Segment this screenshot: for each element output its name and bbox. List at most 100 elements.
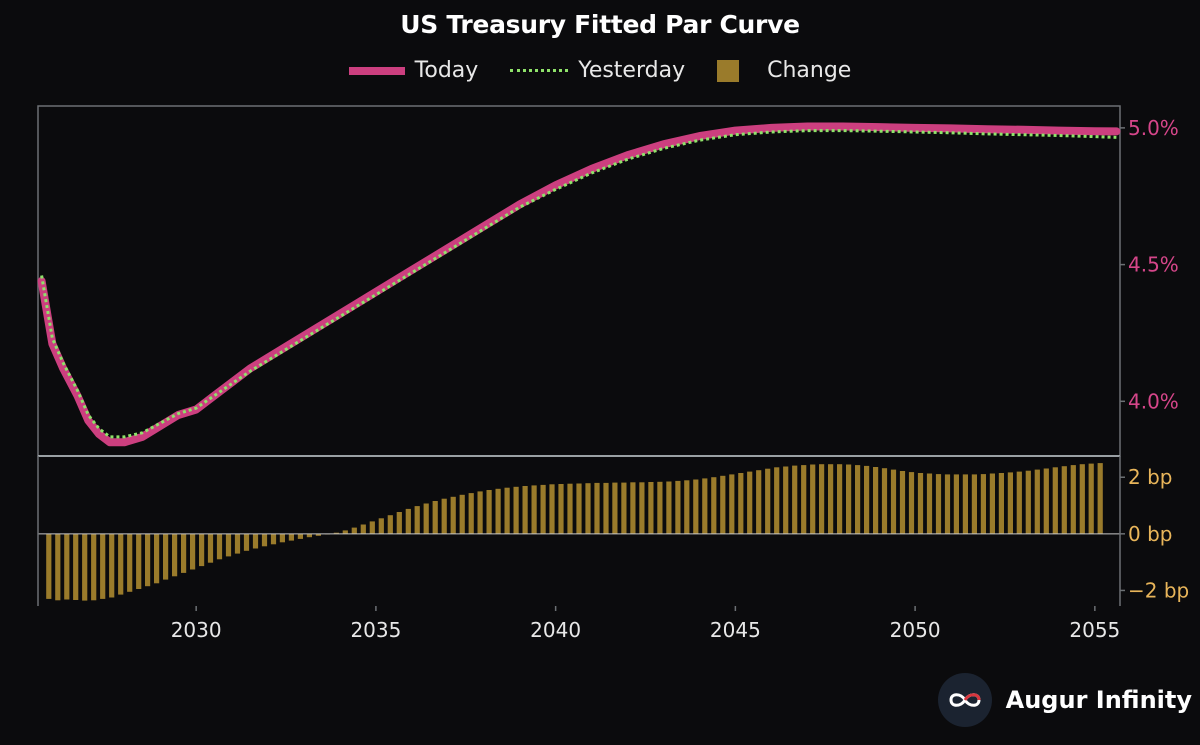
change-bar [603, 482, 609, 534]
change-bar [279, 533, 285, 543]
legend-swatch-change [717, 59, 740, 82]
change-bar [351, 527, 357, 534]
change-bar [199, 533, 205, 567]
x-tick-label: 2045 [710, 618, 761, 642]
change-bar [172, 533, 178, 577]
x-tick-label: 2030 [171, 618, 222, 642]
change-bar [908, 472, 915, 534]
change-bar [873, 467, 879, 534]
change-bar [953, 474, 959, 534]
change-bar [558, 484, 564, 534]
change-bar [926, 473, 933, 534]
change-bar [225, 533, 232, 557]
change-bar [1097, 463, 1103, 534]
bp-tick-label: 0 bp [1128, 522, 1172, 546]
change-bar [55, 533, 61, 601]
change-bar [118, 533, 124, 595]
change-bar [154, 533, 160, 584]
change-bar [657, 481, 663, 534]
legend-item-change[interactable]: Change [717, 58, 851, 83]
change-bar [207, 533, 214, 563]
change-bar [145, 533, 151, 587]
series-line-yesterday [40, 129, 1117, 439]
change-bar [73, 533, 79, 600]
change-bar [980, 474, 986, 534]
change-bar [962, 474, 968, 534]
change-bar [216, 533, 223, 560]
change-bar [783, 466, 789, 534]
chart-title: US Treasury Fitted Par Curve [400, 10, 800, 39]
change-bar [881, 468, 888, 534]
change-bar [855, 465, 861, 534]
change-bar [738, 473, 744, 534]
change-bar [998, 473, 1004, 534]
brand-name: Augur Infinity [1005, 686, 1192, 714]
change-bar [944, 474, 951, 534]
legend-label-today: Today [414, 58, 479, 83]
legend: Today Yesterday Change [0, 58, 1200, 83]
y-tick-label: 5.0% [1128, 116, 1179, 140]
change-bar [136, 533, 142, 589]
change-bar [684, 480, 690, 534]
change-bar [414, 506, 420, 534]
change-bar [378, 518, 384, 534]
change-bar [1088, 463, 1094, 534]
change-bar [91, 533, 97, 601]
change-bar [765, 468, 771, 534]
change-bar [531, 485, 537, 534]
change-bar [756, 470, 762, 534]
change-bar [432, 501, 438, 534]
infinity-icon [937, 673, 992, 727]
change-bar [522, 486, 528, 534]
change-bar [163, 533, 169, 580]
change-bar [181, 533, 187, 573]
change-bar [792, 465, 798, 534]
bp-tick-label: −2 bp [1128, 578, 1189, 602]
change-bar [989, 473, 995, 534]
change-bar [576, 483, 582, 534]
change-bar [639, 482, 645, 534]
change-bar [82, 533, 88, 601]
change-bar [612, 482, 618, 534]
change-bar [747, 471, 753, 534]
change-bar [666, 481, 672, 534]
change-bar [819, 464, 825, 534]
change-bar [540, 484, 546, 534]
change-bar [252, 533, 259, 549]
legend-item-yesterday[interactable]: Yesterday [510, 58, 685, 83]
legend-label-change: Change [767, 58, 852, 83]
x-tick-label: 2040 [530, 618, 581, 642]
change-bar [1079, 464, 1085, 534]
change-bar [477, 491, 483, 534]
x-tick-label: 2055 [1069, 618, 1120, 642]
change-bar [810, 464, 816, 534]
legend-swatch-yesterday [510, 69, 569, 72]
change-bar [297, 533, 303, 539]
change-bar [468, 493, 474, 534]
change-bar [495, 488, 501, 534]
change-bar [1070, 465, 1076, 534]
change-bar [396, 512, 402, 534]
series-line-today [37, 122, 1121, 447]
legend-item-today[interactable]: Today [348, 58, 479, 83]
change-bar [100, 533, 106, 599]
change-bar [711, 477, 717, 534]
change-bar [109, 533, 115, 598]
change-bar [675, 480, 681, 534]
change-bar [1025, 470, 1031, 534]
change-bar [801, 465, 807, 534]
y-tick-label: 4.0% [1128, 389, 1179, 413]
change-bar [513, 486, 519, 534]
change-bar [387, 515, 393, 534]
change-bar [846, 464, 852, 534]
change-bar [342, 530, 348, 534]
x-tick-label: 2050 [890, 618, 941, 642]
change-bar [864, 465, 870, 534]
change-bar [306, 533, 312, 538]
change-bar [1034, 469, 1040, 534]
change-bar [486, 490, 492, 534]
change-bar [1043, 468, 1049, 534]
change-bar [549, 484, 555, 534]
brand: Augur Infinity [937, 673, 1192, 727]
